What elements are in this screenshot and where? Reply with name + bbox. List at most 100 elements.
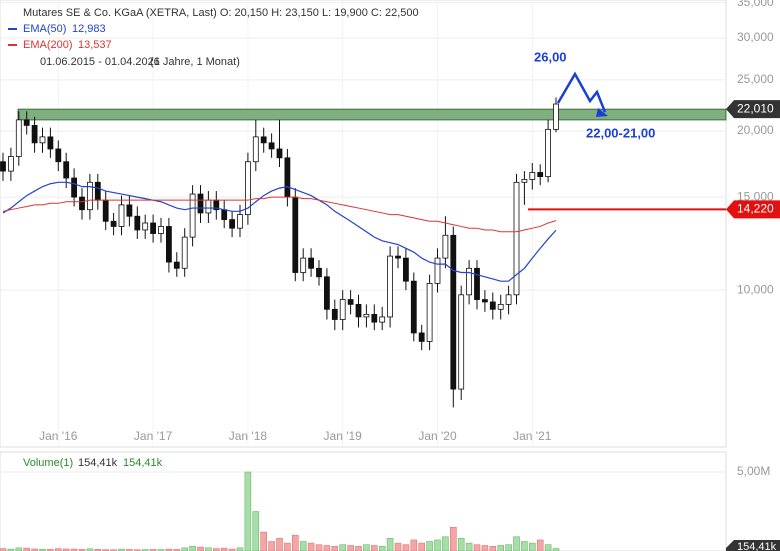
volume-bar (31, 548, 38, 551)
volume-bar (23, 547, 31, 551)
candle-body (521, 179, 528, 183)
candle-body (142, 222, 149, 231)
y-tick-label: 30,000 (737, 30, 774, 44)
volume-bar (54, 548, 62, 551)
candle-body (229, 219, 236, 229)
volume-last-label: 154,41k (737, 541, 777, 551)
volume-bar (62, 548, 70, 551)
volume-bar (189, 545, 196, 551)
volume-bar (228, 548, 236, 551)
volume-tag (726, 540, 780, 551)
y-tick-label: 10,000 (737, 282, 774, 296)
candle-body (537, 172, 544, 178)
candle-body (244, 161, 251, 215)
candle-body (55, 148, 62, 163)
candle-body (371, 313, 378, 323)
volume-bar (481, 545, 489, 551)
candle-body (237, 214, 243, 229)
candle-body (79, 196, 85, 211)
volume-bar (252, 511, 260, 551)
legend-value: 13,537 (78, 39, 112, 51)
y-tick-label: 15,000 (737, 189, 774, 203)
candle-body (363, 313, 370, 318)
candle-body (126, 204, 133, 217)
volume-bar (465, 542, 473, 551)
volume-bar (402, 544, 410, 551)
candle-body (31, 124, 38, 144)
legend-label: EMA(50) (23, 23, 66, 35)
volume-bar (47, 549, 54, 551)
annotation: 22,00-21,00 (586, 125, 655, 140)
candle-body (426, 282, 433, 342)
volume-bar (378, 545, 386, 551)
candle-body (0, 161, 6, 172)
candle-body (497, 303, 504, 310)
x-tick-label: Jan '16 (39, 429, 78, 443)
candle-body (39, 136, 46, 144)
volume-bar (489, 545, 497, 551)
candle-body (505, 294, 512, 305)
volume-bar (339, 544, 347, 551)
volume-bar (331, 545, 339, 551)
volume-bar (220, 547, 228, 551)
volume-bar (497, 545, 505, 551)
ema-line (2, 196, 557, 233)
candle-body (347, 299, 354, 305)
volume-legend-value: 154,41k (78, 457, 118, 469)
candle-body (450, 234, 457, 390)
candle-body (110, 220, 117, 227)
y-tick-label: 25,000 (737, 72, 774, 86)
candle-body (323, 276, 330, 310)
volume-bar (521, 541, 528, 551)
volume-bar (260, 531, 268, 551)
volume-bar (197, 546, 204, 551)
volume-bar (544, 544, 552, 551)
candle-body (339, 299, 346, 320)
volume-bar (473, 544, 481, 551)
ema-line (2, 181, 557, 282)
volume-bar (418, 542, 426, 551)
candle-body (387, 255, 394, 318)
candle-body (63, 161, 70, 179)
volume-bar (86, 548, 94, 551)
candle-body (481, 299, 488, 303)
volume-bar (39, 548, 46, 551)
candle-body (173, 261, 180, 269)
candle-body (260, 136, 267, 144)
x-tick-label: Jan '20 (418, 429, 457, 443)
candle-body (410, 280, 417, 334)
volume-bar (363, 544, 370, 551)
candle-body (221, 209, 228, 220)
candle-body (308, 257, 315, 269)
volume-bar (291, 534, 299, 551)
date-range: 01.06.2015 - 01.04.2021 (40, 56, 160, 68)
volume-bar (513, 536, 520, 551)
candle-body (466, 267, 473, 296)
candle-body (134, 215, 141, 231)
candle-body (458, 294, 465, 390)
legend-label: EMA(200) (23, 39, 73, 51)
volume-bar (410, 539, 418, 551)
candle-body (355, 303, 362, 318)
volume-bar (426, 541, 433, 551)
price-label: 22,010 (737, 101, 774, 115)
candle-body (94, 181, 101, 201)
candle-body (47, 136, 54, 150)
volume-bar (276, 538, 283, 551)
volume-bar (244, 471, 252, 551)
candle-body (331, 308, 338, 320)
volume-bar (449, 527, 457, 551)
volume-bar (173, 549, 181, 551)
level-tag (726, 200, 780, 219)
volume-bar (307, 542, 315, 551)
candle-body (529, 172, 536, 180)
period: (6 Jahre, 1 Monat) (150, 56, 240, 68)
volume-legend: Volume(1) (23, 457, 73, 469)
candle-body (513, 181, 520, 296)
legend-value: 12,983 (72, 23, 106, 35)
volume-bar (165, 548, 173, 551)
candle-body (379, 316, 386, 323)
volume-bar (323, 545, 331, 551)
volume-bar (126, 549, 133, 551)
candle-body (165, 226, 172, 263)
